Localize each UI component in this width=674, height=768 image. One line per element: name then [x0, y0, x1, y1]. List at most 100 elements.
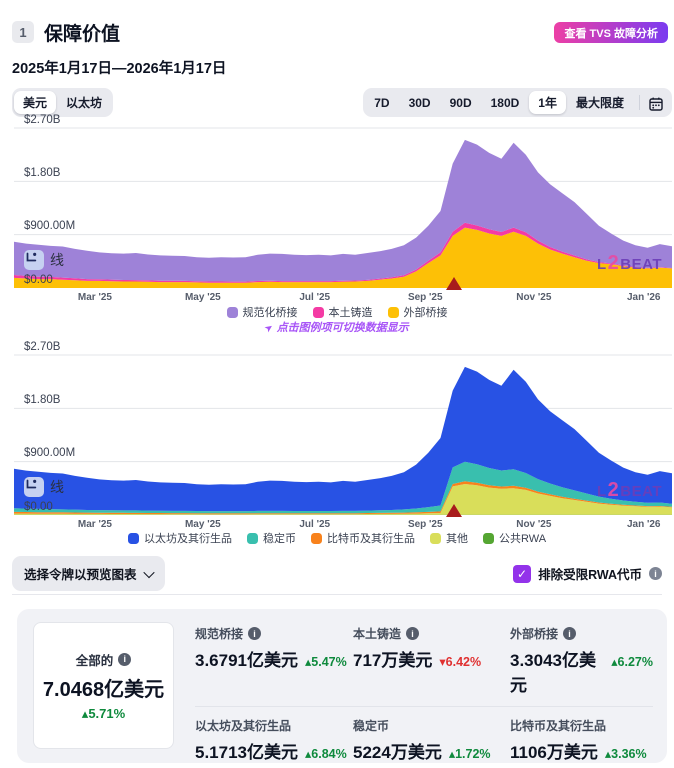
legend-item-本土铸造[interactable]: 本土铸造 — [312, 304, 373, 320]
change-percent: ▴6.27% — [611, 655, 653, 669]
range-option-0[interactable]: 7D — [365, 93, 398, 113]
line-chart-toggle-label: 线 — [50, 479, 64, 495]
range-option-2[interactable]: 90D — [441, 93, 481, 113]
watermark-letter: L — [596, 483, 607, 500]
x-axis-label: May '25 — [184, 292, 221, 303]
stat-label-text: 外部桥接 — [510, 627, 559, 641]
stacked-area-chart — [14, 127, 672, 288]
y-axis-label: $2.70B — [24, 113, 61, 126]
legend-swatch — [310, 532, 322, 544]
legend-label: 稳定币 — [262, 533, 296, 545]
stacked-area-chart — [14, 354, 672, 515]
stats-grid: 规范桥接 i 3.6791亿美元 ▴5.47% 本土铸造 i 717万美元 ▾6.42% 外部桥… — [195, 625, 653, 768]
legend-label: 规范化桥接 — [242, 307, 298, 319]
stat-label-text: 比特币及其衍生品 — [510, 719, 607, 733]
legend-label: 比特币及其衍生品 — [326, 533, 415, 545]
legend-swatch — [127, 532, 139, 544]
stat-value: 1106万美元 ▴3.36% — [510, 738, 653, 763]
total-label-text: 全部的 — [75, 653, 114, 668]
x-axis-label: Jul '25 — [299, 292, 331, 303]
legend-label: 外部桥接 — [403, 307, 448, 319]
legend-custody: 规范化桥接 本土铸造 外部桥接 — [0, 304, 674, 320]
range-option-4[interactable]: 1年 — [529, 91, 566, 114]
x-axis-label: Sep '25 — [407, 292, 443, 303]
unit-option-0[interactable]: 美元 — [14, 91, 57, 114]
line-chart-toggle[interactable]: 线 — [24, 477, 64, 497]
x-axis-label: Jan '26 — [626, 519, 661, 530]
checkbox-checked[interactable]: ✓ — [513, 564, 532, 583]
x-axis-label: May '25 — [184, 519, 221, 530]
summary-panel: 全部的 i 7.0468亿美元 ▴5.71% 规范桥接 i 3.6791亿美元 ▴5.… — [17, 609, 667, 763]
chevron-down-icon — [142, 566, 155, 578]
unit-toggle-options: 美元 以太坊 — [14, 91, 111, 114]
stat-label: 规范桥接 i — [195, 625, 353, 642]
section-divider — [12, 594, 662, 595]
info-icon[interactable]: i — [649, 567, 662, 580]
date-range: 2025年1月17日—2026年1月17日 — [12, 61, 227, 77]
range-option-3[interactable]: 180D — [482, 93, 529, 113]
watermark-letter: 2 — [607, 252, 620, 274]
change-percent: ▾6.42% — [439, 655, 482, 669]
line-chart-toggle[interactable]: 线 — [24, 250, 64, 270]
legend-item-外部桥接[interactable]: 外部桥接 — [387, 304, 448, 320]
page-title: 保障价值 — [44, 24, 121, 45]
tvs-breakdown-button[interactable]: 查看 TVS 故障分析 — [554, 22, 668, 43]
l2beat-watermark: L 2 BEAT — [597, 479, 662, 502]
line-chart-icon — [24, 250, 44, 270]
stat-cell-稳定币: 稳定币 5224万美元 ▴1.72% — [353, 717, 510, 763]
x-axis-label: Jan '26 — [626, 292, 661, 303]
l2beat-watermark: L 2 BEAT — [597, 252, 662, 275]
legend-swatch — [246, 532, 258, 544]
area-series-以太坊及其衍生品 — [14, 366, 672, 512]
x-axis-label: Jul '25 — [299, 519, 331, 530]
watermark-letter: 2 — [607, 479, 620, 501]
info-icon[interactable]: i — [406, 627, 420, 640]
watermark-letter: BEAT — [620, 483, 662, 500]
stat-value: 3.6791亿美元 ▴5.47% — [195, 646, 353, 671]
y-axis-label: $0.00 — [24, 273, 53, 286]
exclude-rwa-checkbox-group[interactable]: ✓ 排除受限RWA代币 i — [513, 564, 662, 583]
exclude-rwa-label: 排除受限RWA代币 — [538, 568, 642, 582]
legend-label: 公共RWA — [498, 533, 547, 545]
info-icon[interactable]: i — [248, 627, 262, 640]
select-token-button[interactable]: 选择令牌以预览图表 — [12, 556, 165, 591]
milestone-marker[interactable] — [445, 504, 462, 517]
stat-value-text: 3.3043亿美元 — [510, 651, 596, 695]
stat-label: 本土铸造 i — [353, 625, 510, 642]
range-options: 7D 30D 90D 180D 1年 最大限度 — [365, 91, 633, 114]
stat-cell-外部桥接: 外部桥接 i 3.3043亿美元 ▴6.27% — [510, 625, 653, 696]
unit-option-1[interactable]: 以太坊 — [57, 91, 111, 114]
legend-item-规范化桥接[interactable]: 规范化桥接 — [226, 304, 298, 320]
legend-item-稳定币[interactable]: 稳定币 — [246, 530, 296, 546]
stat-value-text: 1106万美元 — [510, 743, 598, 762]
stat-value: 3.3043亿美元 ▴6.27% — [510, 646, 653, 696]
legend-item-比特币及其衍生品[interactable]: 比特币及其衍生品 — [310, 530, 415, 546]
legend-item-以太坊及其衍生品[interactable]: 以太坊及其衍生品 — [127, 530, 232, 546]
date-picker-button[interactable] — [646, 94, 670, 112]
x-axis-label: Nov '25 — [516, 519, 552, 530]
chart-plot-area[interactable]: 线 L 2 BEAT $2.70B $1.80B $900.00M $0.00 — [14, 341, 672, 517]
info-icon[interactable]: i — [118, 652, 132, 666]
chart-plot-area[interactable]: 线 L 2 BEAT $2.70B $1.80B $900.00M $0.00 — [14, 114, 672, 290]
y-axis-label: $900.00M — [24, 220, 76, 233]
range-option-1[interactable]: 30D — [400, 93, 440, 113]
range-option-5[interactable]: 最大限度 — [567, 91, 633, 114]
unit-toggle: 美元 以太坊 — [12, 88, 114, 117]
stat-cell-以太坊及其衍生品: 以太坊及其衍生品 5.1713亿美元 ▴6.84% — [195, 717, 353, 763]
x-axis-label: Nov '25 — [516, 292, 552, 303]
x-axis-label: Mar '25 — [77, 292, 112, 303]
tvs-chart-assets: 线 L 2 BEAT $2.70B $1.80B $900.00M $0.00 Mar '… — [0, 341, 674, 537]
tvs-chart-custody: 线 L 2 BEAT $2.70B $1.80B $900.00M $0.00 Mar '… — [0, 114, 674, 310]
stat-label-text: 以太坊及其衍生品 — [195, 719, 292, 733]
milestone-marker[interactable] — [445, 277, 462, 290]
legend-item-其他[interactable]: 其他 — [429, 530, 468, 546]
info-icon[interactable]: i — [563, 627, 577, 640]
select-token-label: 选择令牌以预览图表 — [24, 568, 137, 582]
stat-label: 稳定币 — [353, 717, 510, 734]
change-percent: ▴6.84% — [305, 747, 347, 761]
total-card: 全部的 i 7.0468亿美元 ▴5.71% — [33, 622, 174, 749]
legend-item-公共RWA[interactable]: 公共RWA — [482, 530, 547, 546]
stat-label: 比特币及其衍生品 — [510, 717, 653, 734]
legend-hint: ➤点击图例项可切换数据显示 — [0, 319, 674, 336]
change-percent: ▴5.47% — [305, 655, 347, 669]
